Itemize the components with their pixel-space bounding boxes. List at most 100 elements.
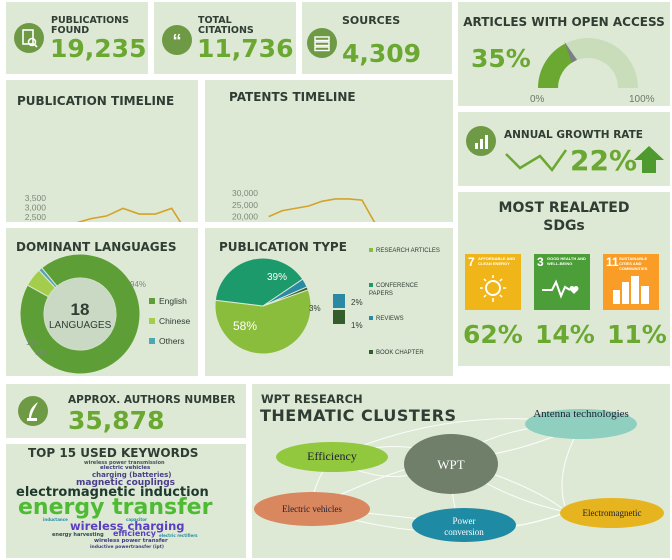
cluster-label-electric: Electric vehicles (282, 504, 342, 514)
keyword-13: wireless power transfer (94, 538, 168, 544)
authors-panel: APPROX. AUTHORS NUMBER 35,878 (6, 384, 246, 438)
books-icon (307, 28, 337, 58)
legend-research-articles: RESEARCH ARTICLES (369, 248, 440, 254)
keyword-4: magnetic couplings (76, 478, 176, 488)
growth-chart-icon (466, 126, 496, 156)
open-access-title: ARTICLES WITH OPEN ACCESS (463, 15, 665, 29)
label-reviews-pct: 3% (309, 304, 321, 313)
publication-type-pie-chart (214, 257, 312, 355)
heartbeat-icon (542, 279, 579, 299)
patents-timeline-title: PATENTS TIMELINE (229, 90, 356, 104)
sdg-3-tile: 3 GOOD HEALTH AND WELL-BEING (534, 254, 590, 310)
cluster-node-power (412, 508, 516, 542)
label-articles-pct: 58% (233, 319, 258, 333)
cluster-label-power: Power conversion (444, 516, 484, 537)
keyword-12: electric rectifiers (159, 533, 198, 538)
cluster-network (254, 409, 664, 542)
series-line (268, 198, 376, 222)
legend-english: English (149, 291, 190, 311)
label-others-pct: 1% (26, 338, 38, 347)
up-arrow-icon (634, 146, 664, 173)
sdgs-title-1: MOST REALATED (498, 200, 630, 216)
sdg-7-name: AFFORDABLE AND CLEAN ENERGY (478, 256, 516, 266)
legend-reviews: REVIEWS (369, 316, 404, 322)
keyword-14: inductive powertransfer (ipt) (90, 545, 164, 550)
quill-icon (18, 396, 48, 426)
label-chinese-pct: 5% (35, 348, 47, 357)
growth-zigzag (505, 149, 568, 173)
open-access-value: 35% (471, 44, 531, 73)
citations-value: 11,736 (197, 34, 294, 63)
keyword-8: capacitor (126, 517, 148, 522)
growth-value: 22% (570, 144, 638, 177)
y-tick-label: 25,000 (232, 200, 258, 210)
sdgs-title-2: SDGs (543, 218, 585, 234)
sdg-3-number: 3 (537, 255, 544, 269)
citations-panel: “ TOTAL CITATIONS 11,736 (154, 2, 296, 74)
quote-icon: “ (162, 25, 192, 55)
patents-timeline-panel: PATENTS TIMELINE 05,00010,00015,00020,00… (205, 80, 453, 222)
series-line (76, 207, 182, 222)
citations-label-2: CITATIONS (198, 25, 254, 36)
sdg-3-percent: 14% (535, 320, 595, 349)
authors-label: APPROX. AUTHORS NUMBER (68, 394, 236, 406)
y-tick-label: 2,000 (25, 221, 47, 222)
patents-timeline-chart: 05,00010,00015,00020,00025,00030,0002015… (232, 188, 376, 222)
clusters-title-2: THEMATIC CLUSTERS (260, 406, 457, 425)
sources-label: SOURCES (342, 14, 401, 27)
label-book-2-pct: 2% (351, 298, 363, 307)
y-tick-label: 2,500 (25, 212, 47, 222)
authors-value: 35,878 (68, 406, 165, 435)
publication-type-panel: PUBLICATION TYPE 58% 39% 3% 2% 1% RESEAR… (205, 228, 453, 376)
sdg-7-tile: 7 AFFORDABLE AND CLEAN ENERGY (465, 254, 521, 310)
languages-panel: DOMINANT LANGUAGES 18 LANGUAGES 94% 1% 5… (6, 228, 198, 376)
label-book-1-pct: 1% (351, 321, 363, 330)
cluster-node-efficiency (276, 442, 388, 472)
sdg-11-number: 11 (606, 255, 619, 269)
label-english-pct: 94% (130, 280, 147, 289)
keyword-11: efficiency (113, 529, 156, 538)
languages-count-label: LANGUAGES (49, 320, 112, 331)
clusters-title-1: WPT RESEARCH (261, 392, 363, 406)
clusters-panel: WPT RESEARCH THEMATIC CLUSTERS Antenna t… (252, 384, 670, 558)
keyword-10: energy harvesting (52, 532, 104, 538)
gauge-min-label: 0% (530, 94, 545, 105)
svg-text:“: “ (173, 31, 182, 51)
languages-donut-chart (19, 253, 141, 375)
keyword-5: electromagnetic induction (16, 485, 209, 500)
publication-timeline-chart: 05001,0001,5002,0002,5003,0003,500201520… (25, 193, 182, 222)
cluster-node-electromagnetic (560, 498, 664, 528)
publication-timeline-title: PUBLICATION TIMELINE (17, 94, 175, 108)
legend-chinese: Chinese (149, 311, 190, 331)
y-tick-label: 3,500 (25, 193, 47, 203)
keyword-6: energy transfer (18, 495, 213, 520)
keyword-2: electric vehicles (100, 465, 151, 471)
sdg-3-name: GOOD HEALTH AND WELL-BEING (547, 256, 586, 266)
sdg-11-name: SUSTAINABLE CITIES AND COMMUNITIES (619, 256, 648, 271)
cluster-label-electromagnetic: Electromagnetic (582, 508, 642, 518)
pie-slice-3 (262, 286, 309, 307)
sdg-11-tile: 11 SUSTAINABLE CITIES AND COMMUNITIES (603, 254, 659, 310)
language-legend: English Chinese Others (149, 291, 190, 351)
city-buildings-icon (613, 276, 649, 304)
open-access-panel: ARTICLES WITH OPEN ACCESS 35% 0% 100% (458, 2, 670, 106)
keyword-3: charging (batteries) (92, 471, 172, 479)
cluster-label-antenna: Antenna technologies (533, 408, 629, 420)
label-conference-pct: 39% (267, 272, 288, 283)
sdg-7-percent: 62% (463, 320, 523, 349)
pie-slice-0 (214, 289, 312, 355)
languages-title: DOMINANT LANGUAGES (16, 240, 177, 254)
growth-panel: ANNUAL GROWTH RATE 22% (458, 112, 670, 186)
keyword-9: wireless charging (70, 519, 185, 533)
publications-label-2: FOUND (51, 25, 90, 36)
keywords-panel: TOP 15 USED KEYWORDS wireless power tran… (6, 444, 246, 558)
keyword-7: inductance (43, 517, 68, 522)
cluster-node-electric (254, 492, 370, 526)
pie-slice-1 (214, 257, 304, 307)
y-tick-label: 3,000 (25, 202, 47, 212)
sources-panel: SOURCES 4,309 (302, 2, 452, 74)
legend-others: Others (149, 331, 190, 351)
growth-title: ANNUAL GROWTH RATE (504, 129, 643, 141)
open-access-gauge (538, 38, 638, 88)
citations-label-1: TOTAL (198, 15, 232, 26)
